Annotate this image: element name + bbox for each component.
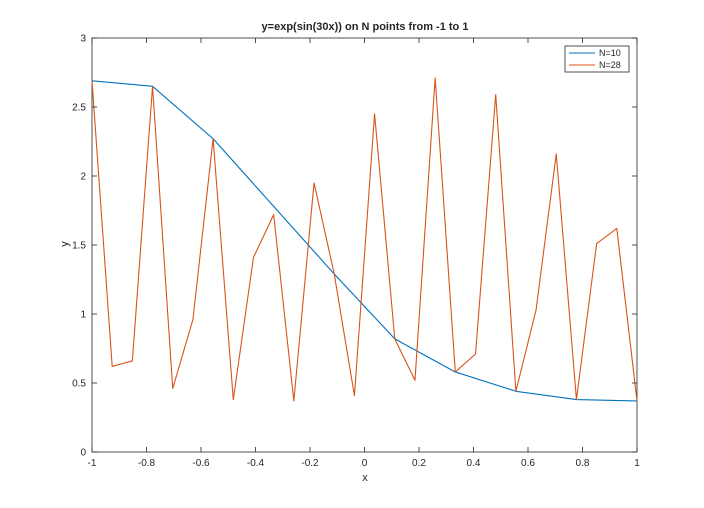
- series-line-2: [91, 77, 638, 402]
- y-tick-label: 3: [80, 34, 86, 45]
- x-tick-label: 1: [634, 458, 640, 469]
- tick-layer: -1 -0.8 -0.6 -0.4 -0.2 0 0.2 0.4 0.6 0.8 1 0 0.5 1 1.5…: [72, 34, 640, 470]
- y-tick-label: 0.5: [72, 379, 86, 390]
- y-tick-label: 0: [80, 448, 86, 459]
- x-tick-label: -0.6: [192, 458, 210, 469]
- x-tick-label: 0: [362, 458, 368, 469]
- x-tick-label: -1: [88, 458, 97, 469]
- chart-title: y=exp(sin(30x)) on N points from -1 to 1: [262, 21, 469, 33]
- x-axis-label: x: [362, 472, 368, 484]
- legend-label: N=28: [599, 60, 621, 70]
- series-layer: [91, 77, 638, 402]
- y-tick-label: 1: [80, 310, 86, 321]
- x-tick-label: 0.4: [467, 458, 481, 469]
- y-tick-label: 1.5: [72, 241, 86, 252]
- y-tick-label: 2.5: [72, 103, 86, 114]
- plot-area: [91, 37, 638, 453]
- x-tick-label: 0.2: [412, 458, 426, 469]
- x-tick-label: 0.8: [576, 458, 590, 469]
- x-tick-label: 0.6: [521, 458, 535, 469]
- y-axis-label: y: [59, 241, 71, 247]
- x-tick-label: -0.4: [247, 458, 265, 469]
- legend-box: [564, 45, 630, 73]
- y-tick-label: 2: [80, 172, 86, 183]
- legend: N=10 N=28: [564, 45, 630, 73]
- legend-label: N=10: [599, 48, 621, 58]
- axes-box: [91, 37, 638, 453]
- series-line-1: [91, 80, 638, 402]
- x-tick-label: -0.2: [301, 458, 319, 469]
- x-tick-label: -0.8: [138, 458, 156, 469]
